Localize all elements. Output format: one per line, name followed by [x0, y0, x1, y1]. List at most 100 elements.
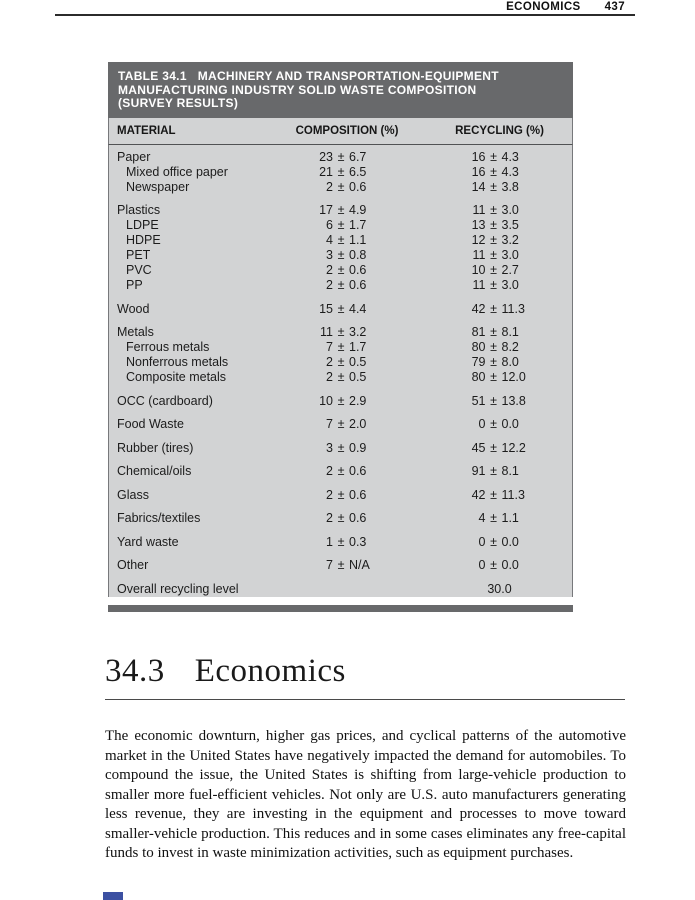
material-cell: Yard waste — [117, 534, 179, 549]
table-row: Paper 23 ±6.7 16 ±4.3 — [109, 150, 572, 165]
value-number: 80 — [471, 340, 486, 354]
value-number: 2 — [326, 370, 333, 384]
composition-cell: 2 ±0.5 — [267, 370, 427, 385]
composition-cell: 2 ±0.6 — [267, 464, 427, 479]
error-value: 3.0 — [501, 203, 519, 217]
value-number: 3 — [326, 440, 333, 455]
error-value: 1.7 — [349, 218, 367, 232]
value-number: 7 — [326, 340, 333, 354]
table-row: Glass 2 ±0.6 42 ±11.3 — [109, 488, 572, 503]
value-number: 2 — [326, 278, 333, 292]
error-value: N/A — [349, 558, 370, 572]
plus-minus-sign: ± — [337, 203, 345, 217]
error-value: 3.2 — [501, 233, 519, 247]
value-number: 23 — [319, 149, 333, 164]
error-value: 2.0 — [349, 417, 367, 431]
table-row: HDPE 4 ±1.1 12 ±3.2 — [109, 233, 572, 248]
plus-minus-sign: ± — [337, 278, 345, 292]
table-title-line-3: (SURVEY RESULTS) — [118, 96, 239, 110]
plus-minus-sign: ± — [490, 263, 497, 277]
plus-minus-sign: ± — [490, 325, 497, 339]
table-group: Fabrics/textiles 2 ±0.6 4 ±1.1 — [109, 511, 572, 526]
error-value: 6.5 — [349, 164, 367, 179]
material-cell: Mixed office paper — [126, 164, 228, 179]
error-value: 3.5 — [501, 218, 519, 232]
plus-minus-sign: ± — [490, 558, 497, 572]
table-row: PP 2 ±0.6 11 ±3.0 — [109, 278, 572, 293]
composition-cell: 7 ±2.0 — [267, 417, 427, 432]
recycling-cell: 16 ±4.3 — [427, 165, 572, 180]
material-cell: Food Waste — [117, 417, 184, 431]
table-row: Overall recycling level 30.0 — [109, 582, 572, 597]
plus-minus-sign: ± — [337, 218, 345, 232]
composition-cell: 1 ±0.3 — [267, 535, 427, 550]
plus-minus-sign: ± — [337, 355, 345, 369]
plus-minus-sign: ± — [490, 393, 497, 408]
plus-minus-sign: ± — [337, 233, 345, 247]
material-cell: Other — [117, 558, 149, 572]
plus-minus-sign: ± — [490, 233, 497, 247]
material-cell: Newspaper — [126, 179, 190, 194]
material-cell: Paper — [117, 149, 151, 164]
plus-minus-sign: ± — [337, 164, 345, 179]
value-number: 7 — [326, 417, 333, 431]
composition-cell: 10 ±2.9 — [267, 394, 427, 409]
value-number: 2 — [326, 511, 333, 525]
table-row: Metals 11 ±3.2 81 ±8.1 — [109, 325, 572, 340]
table-group: Plastics 17 ±4.9 11 ±3.0 LDPE 6 ±1.7 13 ±3.5… — [109, 203, 572, 293]
value-number: 2 — [326, 263, 333, 277]
plus-minus-sign: ± — [490, 179, 497, 194]
table-row: Fabrics/textiles 2 ±0.6 4 ±1.1 — [109, 511, 572, 526]
material-cell: Overall recycling level — [117, 581, 239, 596]
composition-cell: 15 ±4.4 — [267, 302, 427, 317]
value-number: 6 — [326, 218, 333, 232]
plus-minus-sign: ± — [337, 149, 345, 164]
error-value: 0.6 — [349, 278, 367, 292]
value-number: 17 — [319, 203, 333, 217]
recycling-cell: 0 ±0.0 — [427, 417, 572, 432]
value-number: 91 — [471, 464, 486, 478]
error-value: 4.3 — [501, 149, 519, 164]
plus-minus-sign: ± — [490, 278, 497, 292]
section-heading: 34.3 Economics — [105, 652, 346, 692]
error-value: 0.6 — [349, 179, 367, 194]
value-number: 4 — [478, 511, 486, 525]
composition-cell: 11 ±3.2 — [267, 325, 427, 340]
error-value: 0.5 — [349, 355, 367, 369]
material-cell: Nonferrous metals — [126, 355, 229, 369]
table-row: Food Waste 7 ±2.0 0 ±0.0 — [109, 417, 572, 432]
value-number: 14 — [471, 179, 486, 194]
material-cell: PVC — [126, 263, 152, 277]
material-cell: HDPE — [126, 233, 161, 247]
material-cell: Metals — [117, 325, 154, 339]
value-number: 7 — [326, 558, 333, 572]
error-value: 3.8 — [501, 179, 519, 194]
error-value: 3.2 — [349, 325, 367, 339]
running-header-rule — [55, 14, 635, 16]
error-value: 8.0 — [501, 355, 519, 369]
value-number: 42 — [471, 301, 486, 316]
column-header-material: MATERIAL — [117, 124, 176, 137]
table-row: Other 7 ± N/A 0 ±0.0 — [109, 558, 572, 573]
section-heading-rule — [105, 699, 625, 700]
value-number: 16 — [471, 164, 486, 179]
table-column-header-row: MATERIAL COMPOSITION (%) RECYCLING (%) — [108, 117, 573, 145]
composition-cell: 2 ±0.6 — [267, 180, 427, 195]
material-cell: Chemical/oils — [117, 464, 192, 478]
solid-waste-composition-table: TABLE 34.1 MACHINERY AND TRANSPORTATION-… — [108, 62, 573, 612]
table-row: Nonferrous metals 2 ±0.5 79 ±8.0 — [109, 355, 572, 370]
plus-minus-sign: ± — [490, 511, 497, 525]
material-cell: Glass — [117, 487, 149, 502]
material-cell: Plastics — [117, 203, 161, 217]
value-number: 11 — [320, 325, 333, 339]
error-value: 8.2 — [501, 340, 519, 354]
plus-minus-sign: ± — [490, 370, 497, 384]
plus-minus-sign: ± — [490, 440, 497, 455]
recycling-cell: 81 ±8.1 — [427, 325, 572, 340]
recycling-cell: 42 ±11.3 — [427, 302, 572, 317]
value-number: 4 — [326, 233, 333, 247]
body-paragraph: The economic downturn, higher gas prices… — [105, 728, 626, 861]
error-value: 0.6 — [349, 263, 367, 277]
value-number: 45 — [471, 440, 486, 455]
value-number: 0 — [478, 534, 486, 549]
